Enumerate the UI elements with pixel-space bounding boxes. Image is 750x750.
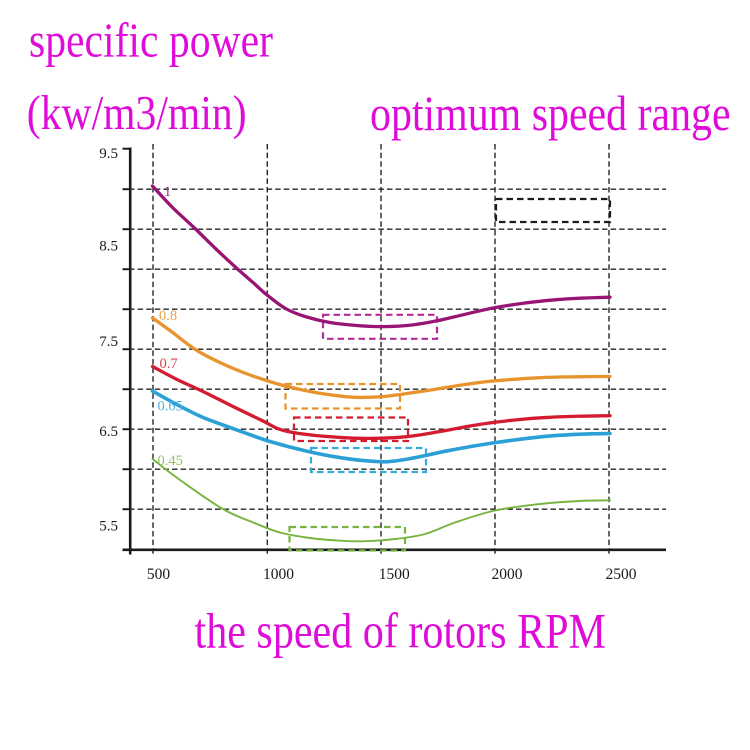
svg-text:1: 1 (164, 184, 171, 200)
svg-text:8.5: 8.5 (99, 239, 118, 255)
svg-text:0.8: 0.8 (159, 308, 177, 324)
svg-text:2500: 2500 (606, 566, 637, 583)
svg-text:optimum speed range: optimum speed range (370, 86, 731, 141)
svg-text:7.5: 7.5 (99, 334, 118, 350)
svg-text:2000: 2000 (492, 566, 523, 583)
svg-text:9.5: 9.5 (99, 146, 118, 162)
svg-text:(kw/m3/min): (kw/m3/min) (27, 85, 247, 140)
svg-text:6.5: 6.5 (99, 424, 118, 440)
svg-text:0.7: 0.7 (160, 356, 178, 372)
svg-text:1500: 1500 (379, 566, 410, 583)
svg-text:0.65: 0.65 (158, 399, 183, 415)
svg-text:500: 500 (147, 566, 171, 583)
svg-text:the speed of rotors RPM: the speed of rotors RPM (195, 603, 606, 658)
svg-text:5.5: 5.5 (99, 519, 118, 535)
svg-text:1000: 1000 (263, 566, 294, 583)
svg-text:0.45: 0.45 (158, 453, 183, 469)
svg-text:specific power: specific power (29, 12, 273, 67)
